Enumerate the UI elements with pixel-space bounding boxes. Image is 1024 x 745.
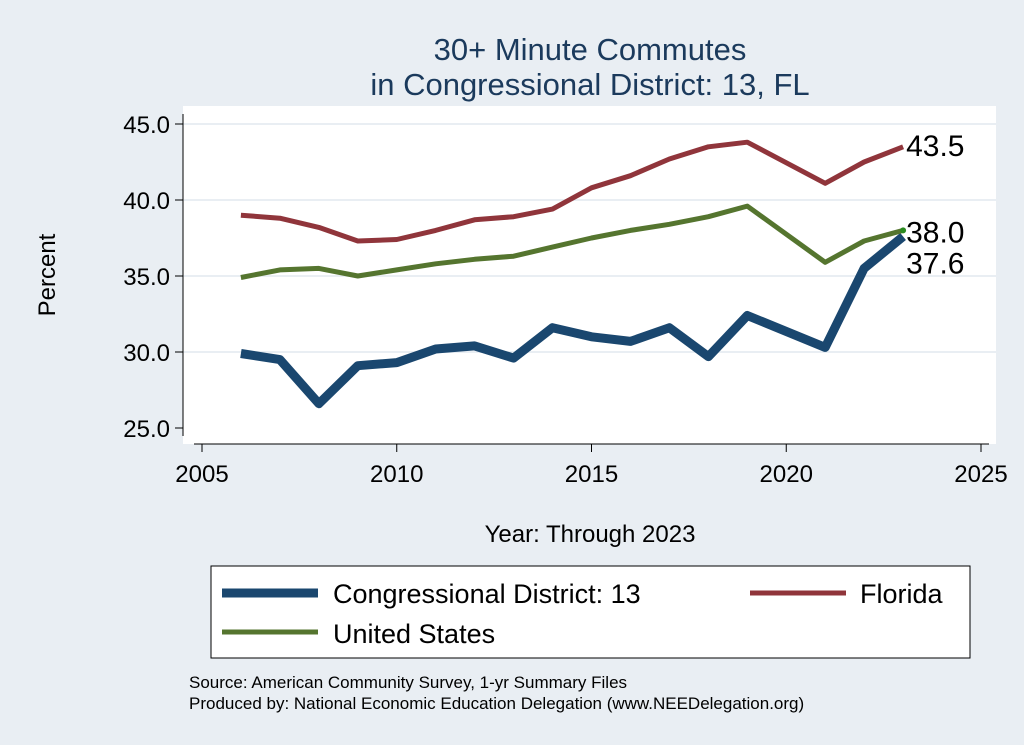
series-end-marker <box>900 227 907 234</box>
chart-title-line-1: 30+ Minute Commutes <box>434 32 747 67</box>
x-tick-label: 2015 <box>565 461 618 488</box>
x-axis-title: Year: Through 2023 <box>485 521 696 548</box>
chart-title-line-2: in Congressional District: 13, FL <box>370 67 809 102</box>
end-label-0: 37.6 <box>906 247 964 280</box>
x-tick-label: 2025 <box>954 461 1007 488</box>
end-label-2: 38.0 <box>906 216 964 249</box>
legend: Congressional District: 13 Florida Unite… <box>210 565 971 659</box>
y-axis-title: Percent <box>34 233 61 316</box>
x-tick-label: 2010 <box>370 461 423 488</box>
y-axis: 25.0 30.0 35.0 40.0 45.0 <box>123 112 184 443</box>
x-tick-label: 2005 <box>175 461 228 488</box>
end-labels: 37.6 43.5 38.0 <box>906 130 964 281</box>
y-tick-label: 40.0 <box>123 188 170 215</box>
series-lines <box>240 139 907 409</box>
y-tick-label: 35.0 <box>123 264 170 291</box>
legend-label-united-states: United States <box>333 619 495 649</box>
legend-label-florida: Florida <box>860 579 944 609</box>
source-note: Source: American Community Survey, 1-yr … <box>189 673 627 692</box>
series-line-0 <box>240 233 906 409</box>
end-label-1: 43.5 <box>906 130 964 163</box>
legend-box <box>210 565 971 659</box>
y-tick-label: 25.0 <box>123 416 170 443</box>
series-line-2 <box>240 203 904 280</box>
x-axis: 2005 2010 2015 2020 2025 <box>175 443 1008 488</box>
produced-by-note: Produced by: National Economic Education… <box>189 694 804 713</box>
x-tick-label: 2020 <box>760 461 813 488</box>
series-line-1 <box>240 139 905 244</box>
y-tick-label: 30.0 <box>123 340 170 367</box>
legend-label-district: Congressional District: 13 <box>333 579 641 609</box>
y-tick-label: 45.0 <box>123 112 170 139</box>
